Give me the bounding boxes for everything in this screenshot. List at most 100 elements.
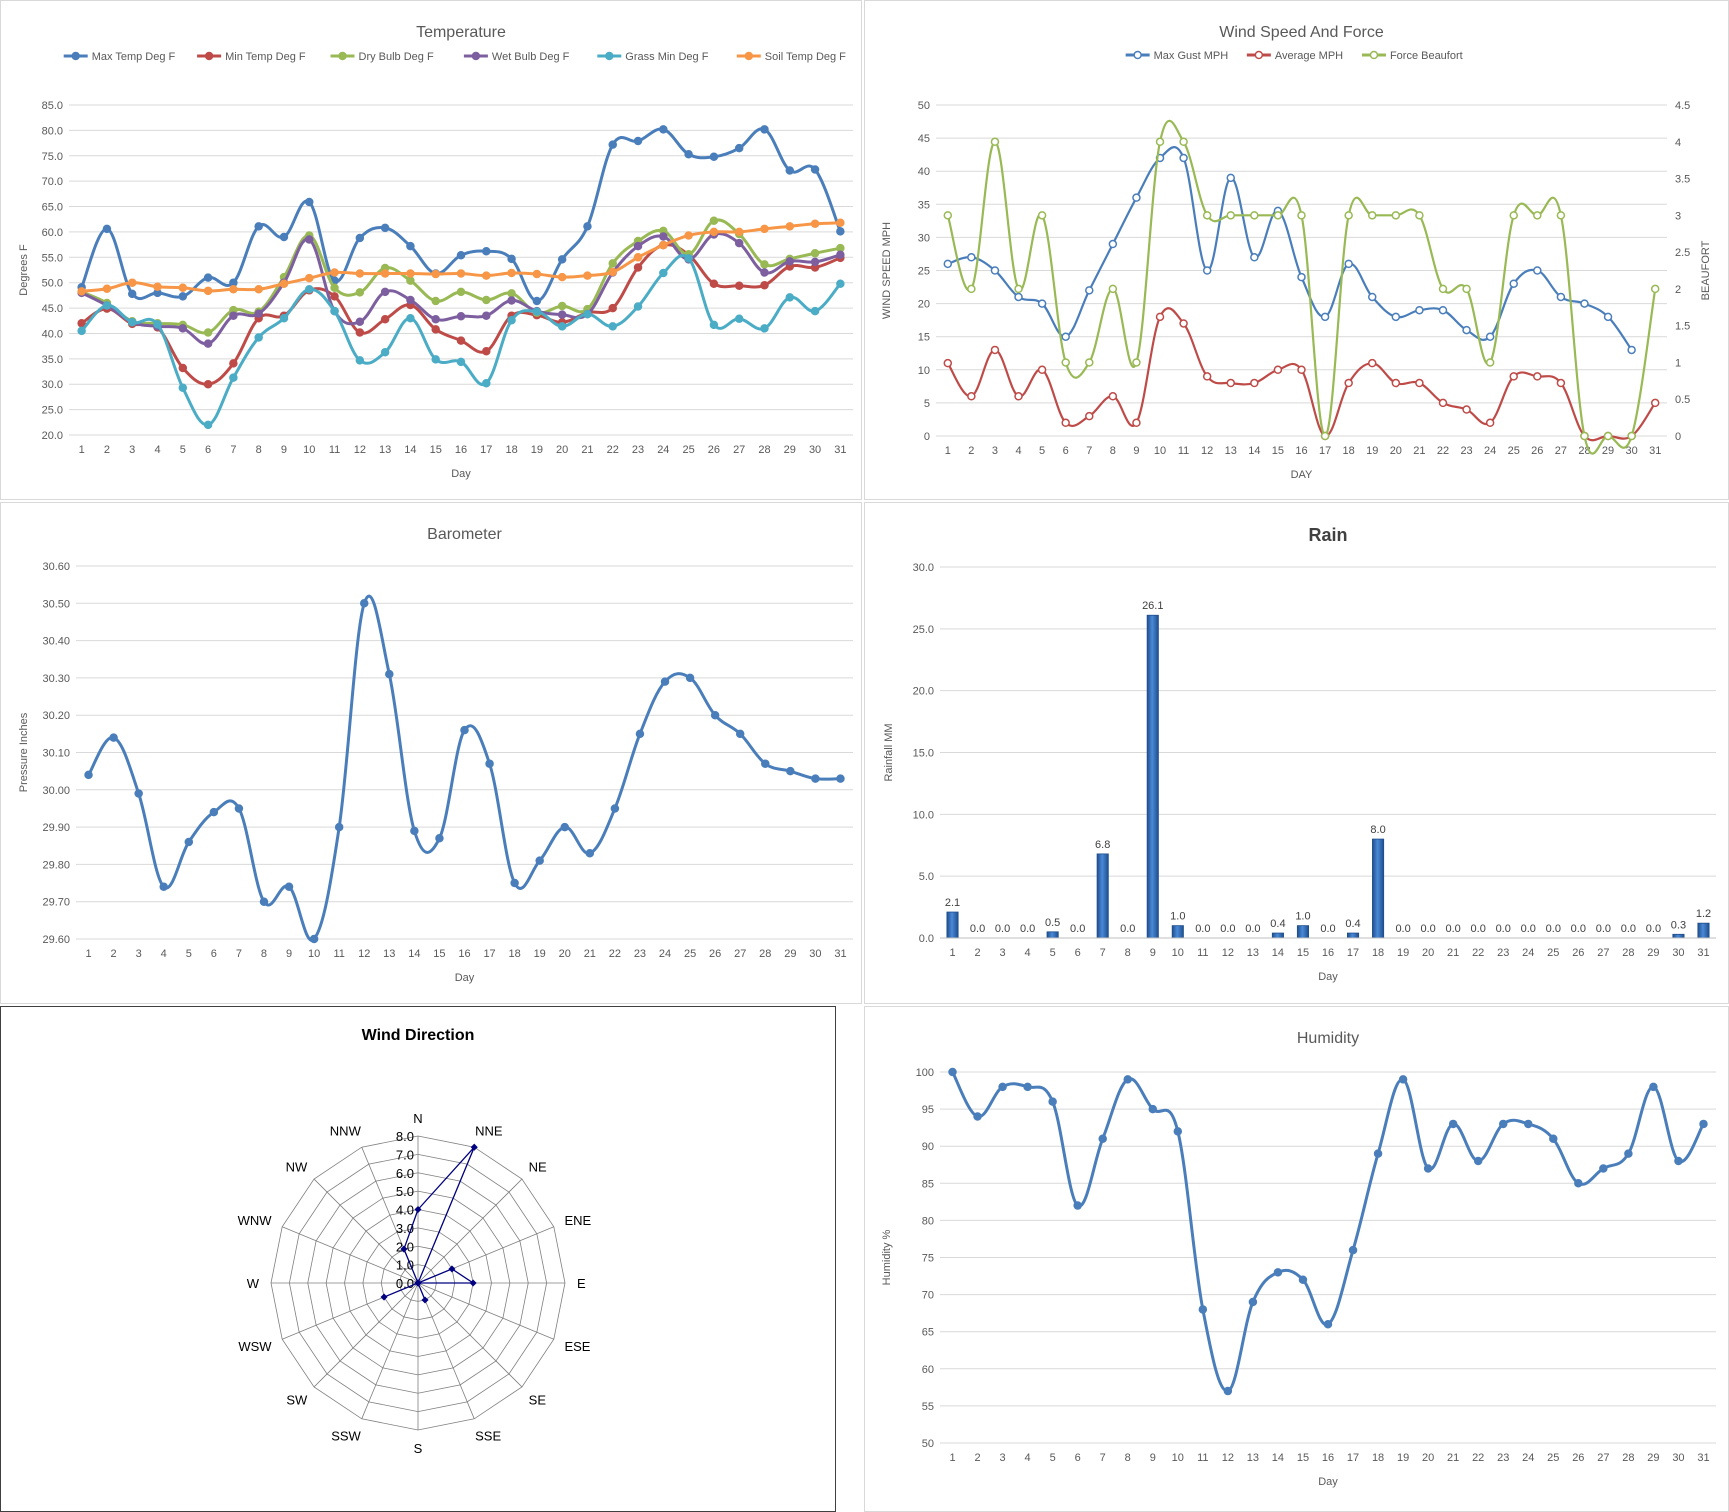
data-point (330, 283, 339, 293)
data-point (811, 774, 820, 783)
y-tick-label: 20.0 (42, 430, 63, 442)
series-line (951, 1071, 1705, 1393)
data-label: 0.0 (1220, 923, 1235, 935)
y-tick-label: 30 (918, 232, 930, 244)
data-point (456, 311, 466, 321)
data-point (203, 273, 213, 282)
radar-spoke (417, 1282, 554, 1340)
y-tick-label: 30.20 (42, 710, 70, 722)
data-point (406, 241, 415, 251)
legend-label: Max Temp Deg F (92, 51, 176, 63)
data-point (836, 227, 845, 236)
data-point (1485, 358, 1495, 367)
data-point (1509, 372, 1518, 381)
x-tick-label: 29 (1647, 1452, 1659, 1464)
x-tick-label: 14 (404, 444, 416, 456)
data-point (1556, 211, 1566, 220)
x-tick-label: 5 (186, 948, 192, 960)
x-tick-label: 28 (759, 948, 771, 960)
legend-marker (471, 51, 481, 61)
data-point (1226, 378, 1236, 388)
data-point (229, 359, 238, 368)
data-point (684, 254, 693, 263)
data-point (153, 320, 162, 329)
data-point (355, 317, 365, 327)
x-tick-label: 4 (1025, 947, 1031, 959)
y-tick-label: 30.00 (42, 785, 70, 797)
data-point (532, 296, 542, 306)
chart-title: Barometer (427, 526, 502, 543)
x-tick-label: 2 (974, 1452, 980, 1464)
y-tick-label: 29.90 (42, 822, 70, 834)
data-point (134, 789, 143, 798)
y-tick-label: 75.0 (42, 151, 63, 163)
wind-direction-chart-svg: Wind Direction N NNE NE ENE E ESE SE SSE S SSW SW WS… (238, 1027, 592, 1456)
data-point (309, 934, 319, 944)
x-tick-label: 9 (1150, 947, 1156, 959)
x-tick-label: 18 (1372, 1452, 1384, 1464)
data-point (1202, 211, 1212, 220)
data-point (1023, 1082, 1032, 1092)
x-tick-label: 1 (949, 1452, 955, 1464)
data-point (659, 240, 668, 250)
y-tick-label: 100 (916, 1067, 934, 1079)
y-tick-label: 35.0 (42, 354, 63, 366)
data-point (380, 269, 390, 278)
x-tick-label: 11 (1197, 947, 1208, 959)
radar-spoke (313, 1178, 419, 1284)
y-tick-label: 55 (922, 1401, 934, 1413)
radar-category-label: NNE (475, 1124, 503, 1139)
x-tick-label: 23 (634, 948, 646, 960)
data-label: 0.0 (1120, 923, 1135, 935)
data-point (1061, 418, 1070, 428)
data-point (734, 281, 744, 290)
data-point (1485, 418, 1495, 428)
data-point (1367, 358, 1377, 368)
data-point (127, 278, 137, 287)
temperature-chart-svg: Temperature 20.0 25.0 30.0 35.0 40.0 45.0 50.0 5… (18, 24, 853, 480)
data-point (234, 804, 244, 813)
data-point (836, 218, 845, 228)
data-point (1391, 378, 1401, 388)
bar (1372, 838, 1385, 939)
x-tick-label: 16 (1295, 445, 1307, 457)
data-point (355, 233, 365, 243)
radar-spoke (417, 1282, 475, 1419)
y-tick-label: 45.0 (42, 303, 63, 315)
radar-category-label: W (247, 1276, 260, 1291)
bar (1146, 614, 1159, 939)
data-point (684, 231, 693, 240)
x-tick-label: 6 (205, 444, 211, 456)
data-point (279, 279, 289, 288)
radar-r-tick-label: 0.0 (396, 1276, 414, 1291)
data-point (1556, 378, 1566, 388)
data-point (734, 314, 744, 323)
radar-category-label: WSW (238, 1339, 272, 1354)
data-point (84, 770, 93, 780)
data-point (560, 822, 570, 832)
data-point (836, 774, 845, 783)
data-point (1248, 1297, 1258, 1307)
data-point (1533, 266, 1542, 275)
data-point (330, 292, 339, 301)
legend-label: Force Beaufort (1390, 50, 1463, 62)
x-tick-label: 6 (1063, 445, 1069, 457)
data-point (535, 856, 544, 865)
y-tick-label: 30.0 (42, 379, 63, 391)
y2-tick-label: 0 (1675, 431, 1681, 443)
x-axis-label: DAY (1291, 469, 1313, 481)
legend-marker (204, 51, 214, 61)
x-tick-label: 31 (1697, 1452, 1709, 1464)
data-point (583, 222, 592, 231)
x-tick-label: 19 (1397, 947, 1409, 959)
x-tick-label: 31 (1649, 445, 1661, 457)
data-point (1367, 211, 1377, 220)
data-point (608, 140, 617, 149)
y-tick-label: 90 (922, 1141, 934, 1153)
y-tick-label: 0 (924, 431, 930, 443)
data-point (254, 309, 263, 318)
data-point (557, 255, 567, 264)
x-tick-label: 23 (632, 444, 644, 456)
data-point (1320, 312, 1330, 322)
data-point (102, 301, 112, 310)
